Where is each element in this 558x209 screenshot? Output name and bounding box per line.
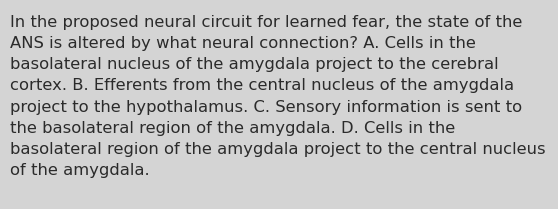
Text: In the proposed neural circuit for learned fear, the state of the
ANS is altered: In the proposed neural circuit for learn…: [10, 15, 546, 178]
